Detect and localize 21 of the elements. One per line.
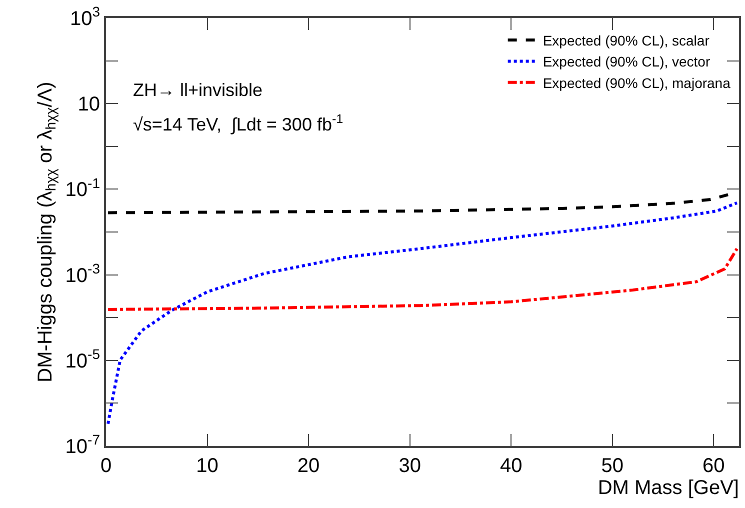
line-series	[106, 247, 738, 311]
y-tick-label: 10	[78, 94, 100, 116]
y-tick-label: 10$^{3}$	[70, 4, 100, 30]
x-tick-label: 60	[702, 455, 725, 477]
x-tick-label: 10	[196, 455, 218, 477]
legend-label: Expected (90% CL), majorana	[542, 74, 731, 91]
x-tick-label: 30	[398, 455, 421, 477]
annotation: ZH→ ll+invisible	[133, 80, 263, 100]
legend-label: Expected (90% CL), vector	[542, 54, 710, 70]
x-axis-title: DM Mass [GeV]	[598, 477, 739, 499]
x-tick-label: 50	[601, 455, 624, 477]
annotation: √s=14 TeV, ∫Ldt = 300 fb$^{-1}$	[133, 112, 344, 135]
y-tick-label: 10$^{-5}$	[65, 346, 100, 372]
y-tick-label: 10$^{-1}$	[65, 174, 100, 202]
x-tick-label: 20	[297, 455, 320, 477]
x-tick-label: 0	[100, 455, 112, 477]
x-tick-label: 40	[500, 455, 522, 477]
y-tick-label: 10$^{-3}$	[65, 260, 100, 287]
y-tick-label: 10$^{-7}$	[65, 432, 100, 458]
legend-label: Expected (90% CL), scalar	[542, 32, 710, 48]
line-series	[106, 201, 738, 426]
